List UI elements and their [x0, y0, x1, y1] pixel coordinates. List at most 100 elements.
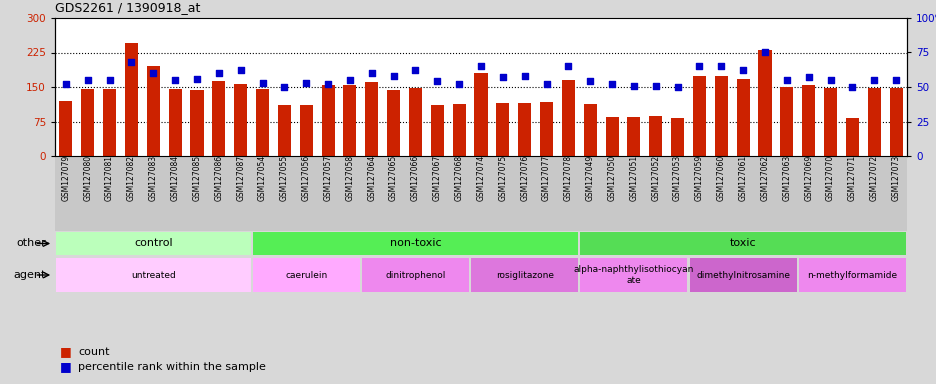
- Bar: [605, 117, 618, 156]
- Bar: [757, 50, 770, 156]
- Bar: [56, 258, 250, 292]
- Point: [299, 80, 314, 86]
- Point: [146, 70, 161, 76]
- Bar: [343, 85, 356, 156]
- Bar: [823, 88, 836, 156]
- Bar: [583, 104, 596, 156]
- Bar: [452, 104, 465, 156]
- Point: [233, 67, 248, 73]
- Bar: [103, 89, 116, 156]
- Text: other: other: [16, 238, 46, 248]
- Point: [189, 76, 204, 82]
- Text: caerulein: caerulein: [285, 270, 327, 280]
- Point: [407, 67, 422, 73]
- Bar: [649, 116, 662, 156]
- Point: [342, 77, 357, 83]
- Bar: [59, 101, 72, 156]
- Point: [691, 63, 706, 70]
- Point: [844, 84, 859, 90]
- Bar: [798, 258, 905, 292]
- Bar: [234, 84, 247, 156]
- Text: ■: ■: [60, 361, 71, 374]
- Point: [713, 63, 728, 70]
- Bar: [365, 83, 378, 156]
- Bar: [627, 117, 640, 156]
- Bar: [736, 79, 749, 156]
- Bar: [168, 89, 182, 156]
- Bar: [692, 76, 705, 156]
- Text: alpha-naphthylisothiocyan
ate: alpha-naphthylisothiocyan ate: [573, 265, 694, 285]
- Point: [779, 77, 794, 83]
- Point: [800, 74, 815, 80]
- Point: [277, 84, 292, 90]
- Bar: [253, 232, 578, 255]
- Bar: [562, 80, 575, 156]
- Bar: [56, 232, 250, 255]
- Text: non-toxic: non-toxic: [389, 238, 441, 248]
- Bar: [431, 105, 444, 156]
- Point: [561, 63, 576, 70]
- Text: GDS2261 / 1390918_at: GDS2261 / 1390918_at: [55, 1, 200, 14]
- Point: [517, 73, 532, 79]
- Bar: [256, 89, 269, 156]
- Bar: [300, 105, 313, 156]
- Text: ■: ■: [60, 346, 71, 359]
- Text: n-methylformamide: n-methylformamide: [807, 270, 897, 280]
- Bar: [212, 81, 226, 156]
- Bar: [471, 258, 578, 292]
- Text: dimethylnitrosamine: dimethylnitrosamine: [695, 270, 789, 280]
- Point: [364, 70, 379, 76]
- Bar: [81, 89, 95, 156]
- Point: [473, 63, 488, 70]
- Text: rosiglitazone: rosiglitazone: [495, 270, 553, 280]
- Bar: [579, 258, 687, 292]
- Point: [255, 80, 270, 86]
- Point: [626, 83, 641, 89]
- Bar: [539, 102, 552, 156]
- Point: [168, 77, 183, 83]
- Point: [582, 78, 597, 84]
- Point: [604, 81, 619, 87]
- Bar: [190, 90, 203, 156]
- Bar: [253, 258, 359, 292]
- Bar: [124, 43, 138, 156]
- Point: [735, 67, 750, 73]
- Bar: [361, 258, 469, 292]
- Point: [430, 78, 445, 84]
- Bar: [278, 105, 290, 156]
- Bar: [780, 87, 793, 156]
- Bar: [147, 66, 160, 156]
- Point: [320, 81, 335, 87]
- Bar: [387, 90, 400, 156]
- Point: [648, 83, 663, 89]
- Bar: [496, 103, 509, 156]
- Point: [212, 70, 227, 76]
- Bar: [845, 118, 858, 156]
- Bar: [408, 88, 421, 156]
- Point: [822, 77, 837, 83]
- Bar: [474, 73, 487, 156]
- Text: percentile rank within the sample: percentile rank within the sample: [79, 362, 266, 372]
- Text: dinitrophenol: dinitrophenol: [385, 270, 446, 280]
- Text: agent: agent: [13, 270, 46, 280]
- Point: [80, 77, 95, 83]
- Point: [102, 77, 117, 83]
- Text: count: count: [79, 347, 110, 357]
- Bar: [579, 232, 905, 255]
- Text: untreated: untreated: [131, 270, 175, 280]
- Bar: [321, 85, 334, 156]
- Bar: [888, 88, 901, 156]
- Point: [887, 77, 902, 83]
- Bar: [714, 76, 727, 156]
- Text: control: control: [134, 238, 172, 248]
- Point: [669, 84, 684, 90]
- Bar: [801, 85, 814, 156]
- Point: [495, 74, 510, 80]
- Point: [538, 81, 553, 87]
- Text: toxic: toxic: [729, 238, 755, 248]
- Point: [756, 50, 771, 56]
- Point: [58, 81, 73, 87]
- Point: [451, 81, 466, 87]
- Bar: [867, 88, 880, 156]
- Point: [866, 77, 881, 83]
